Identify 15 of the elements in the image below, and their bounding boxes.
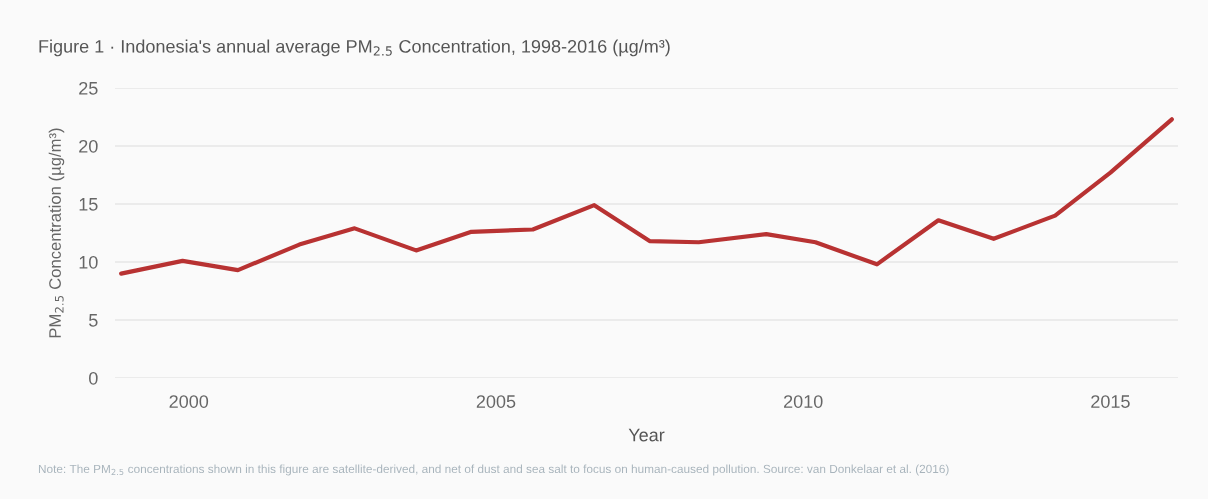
x-tick-label: 2005 [476,395,516,408]
y-tick-label: 5 [89,314,98,327]
y-tick-label: 10 [79,255,98,269]
text: Note: The PM$_{2.5}$ concentrations shown in this figure are satellite-derived, and net of dust and sea salt to focus on human-caused pollution. Source: van Donkelaar et al. (2016) [38,464,949,476]
y-tick-label: 25 [79,81,98,95]
x-tick-label: 2000 [169,395,209,408]
y-tick-label: 0 [89,371,98,385]
y-tick-label: 15 [79,198,98,211]
x-axis-title: Year [628,428,665,442]
y-axis-title: PM$_{2.5}$ Concentration (µg/m³) [48,128,65,338]
x-tick-label: 2010 [784,395,823,408]
y-tick-label: 20 [79,139,98,153]
x-tick-label: 2015 [1091,395,1130,408]
chart-title: Figure 1 · Indonesia's annual average PM$_{2.5}$ Concentration, 1998-2016 (µg/m³) [39,39,670,57]
line-series [119,117,1174,276]
